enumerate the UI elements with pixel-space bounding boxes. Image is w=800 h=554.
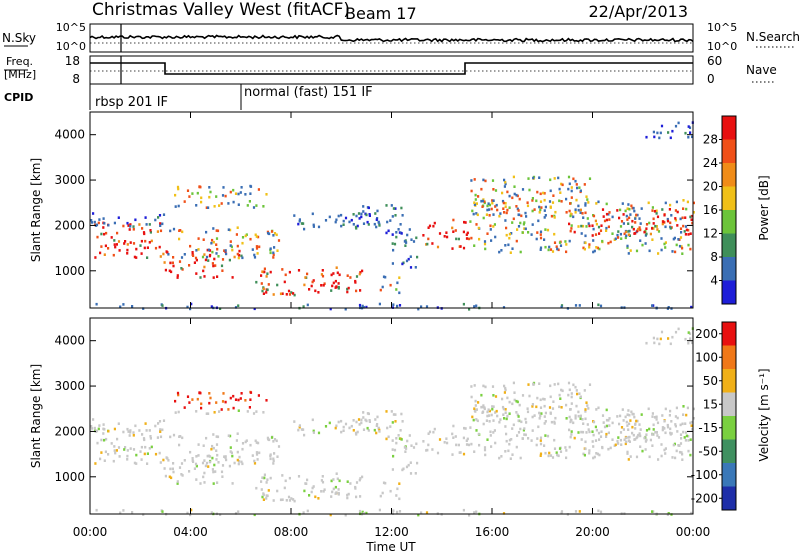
colorbar-tick-label: 15 (703, 397, 718, 411)
colorbar-segment (722, 463, 736, 487)
colorbar-tick-label: -100 (691, 468, 718, 482)
velocity-y-axis: 1000 2000 3000 4000 (54, 334, 693, 484)
colorbar-segment (722, 345, 736, 369)
colorbar-segment (722, 233, 736, 257)
cpid-row: CPID rbsp 201 IF normal (fast) 151 IF (4, 84, 373, 110)
power-ylabel: Slant Range [km] (29, 158, 43, 262)
nsky-strip: N.Sky 10^5 10^0 10^5 10^0 N.Search (2, 21, 800, 53)
nsky-label: N.Sky (2, 31, 36, 45)
colorbar-tick-label: 24 (703, 156, 718, 170)
colorbar-segment (722, 116, 736, 140)
power-panel: 1000 2000 3000 4000 Slant Range [km] 4 8 12 16… (29, 111, 771, 311)
colorbar-segment (722, 486, 736, 510)
colorbar-segment (722, 392, 736, 416)
nsky-tick-bottom: 10^0 (56, 40, 86, 53)
y-tick-label: 4000 (54, 128, 85, 142)
colorbar-tick-label: 8 (710, 250, 718, 264)
power-y-axis: 1000 2000 3000 4000 (54, 128, 693, 278)
velocity-colorbar: 200 100 50 15 -15 -50 -100 -200 (691, 321, 737, 511)
colorbar-segment (722, 139, 736, 163)
colorbar-segment (722, 369, 736, 393)
velocity-colorbar-label: Velocity [m s⁻¹] (757, 368, 771, 461)
x-tick-label: 04:00 (173, 525, 208, 539)
colorbar-segment (722, 280, 736, 304)
y-tick-label: 3000 (54, 379, 85, 393)
colorbar-segment (722, 416, 736, 440)
colorbar-segment (722, 257, 736, 281)
x-tick-label: 08:00 (274, 525, 309, 539)
freq-label-line1: Freq. (6, 55, 33, 68)
cpid-mode-1: rbsp 201 IF (95, 95, 168, 110)
power-colorbar-label: Power [dB] (757, 175, 771, 240)
colorbar-tick-label: 12 (703, 227, 718, 241)
colorbar-segment (722, 210, 736, 234)
x-tick-label: 00:00 (73, 525, 108, 539)
freq-label-line2: [MHz] (4, 68, 36, 81)
freq-tick-bottom: 8 (72, 72, 80, 86)
power-colorbar: 4 8 12 16 20 24 28 (703, 115, 737, 305)
colorbar-tick-label: 16 (703, 203, 718, 217)
y-tick-label: 2000 (54, 218, 85, 232)
y-tick-label: 1000 (54, 264, 85, 278)
y-tick-label: 3000 (54, 173, 85, 187)
colorbar-tick-label: 100 (695, 350, 718, 364)
freq-trace (90, 62, 693, 75)
y-tick-label: 1000 (54, 470, 85, 484)
beam-label: Beam 17 (345, 4, 417, 23)
x-tick-label: 16:00 (475, 525, 510, 539)
station-title: Christmas Valley West (fitACF) (92, 0, 350, 20)
x-tick-label: 00:00 (676, 525, 711, 539)
power-data (90, 121, 695, 311)
y-tick-label: 4000 (54, 334, 85, 348)
colorbar-segment (722, 322, 736, 346)
colorbar-tick-label: 28 (703, 133, 718, 147)
colorbar-tick-label: -200 (691, 491, 718, 505)
x-tick-label: 20:00 (575, 525, 610, 539)
colorbar-tick-label: 50 (703, 374, 718, 388)
colorbar-tick-label: 4 (710, 274, 718, 288)
nsky-tick-top: 10^5 (56, 21, 86, 34)
colorbar-tick-label: 20 (703, 180, 718, 194)
velocity-x-axis: 00:00 04:00 08:00 12:00 16:00 20:00 00:00 (73, 318, 711, 539)
velocity-data (90, 327, 695, 517)
colorbar-tick-label: -15 (698, 421, 718, 435)
cpid-label: CPID (4, 91, 33, 104)
velocity-ylabel: Slant Range [km] (29, 364, 43, 468)
power-x-ticks (89, 112, 694, 308)
colorbar-segment (722, 186, 736, 210)
colorbar-segment (722, 163, 736, 187)
colorbar-tick-label: 200 (695, 327, 718, 341)
freq-tick-top: 18 (65, 54, 80, 68)
cpid-mode-2: normal (fast) 151 IF (244, 85, 373, 100)
nsearch-tick-top: 10^5 (707, 21, 737, 34)
y-tick-label: 2000 (54, 424, 85, 438)
date-label: 22/Apr/2013 (588, 2, 688, 21)
colorbar-segment (722, 439, 736, 463)
nsky-trace (89, 34, 694, 43)
nave-tick-top: 60 (707, 54, 722, 68)
nave-tick-bottom: 0 (707, 72, 715, 86)
x-tick-label: 12:00 (374, 525, 409, 539)
colorbar-tick-label: -50 (698, 444, 718, 458)
velocity-xlabel: Time UT (365, 540, 416, 554)
nave-label: Nave (746, 63, 777, 77)
nsearch-tick-bottom: 10^0 (707, 40, 737, 53)
freq-strip: Freq. [MHz] 18 8 60 0 Nave (4, 54, 777, 86)
nsearch-label: N.Search (746, 30, 800, 44)
